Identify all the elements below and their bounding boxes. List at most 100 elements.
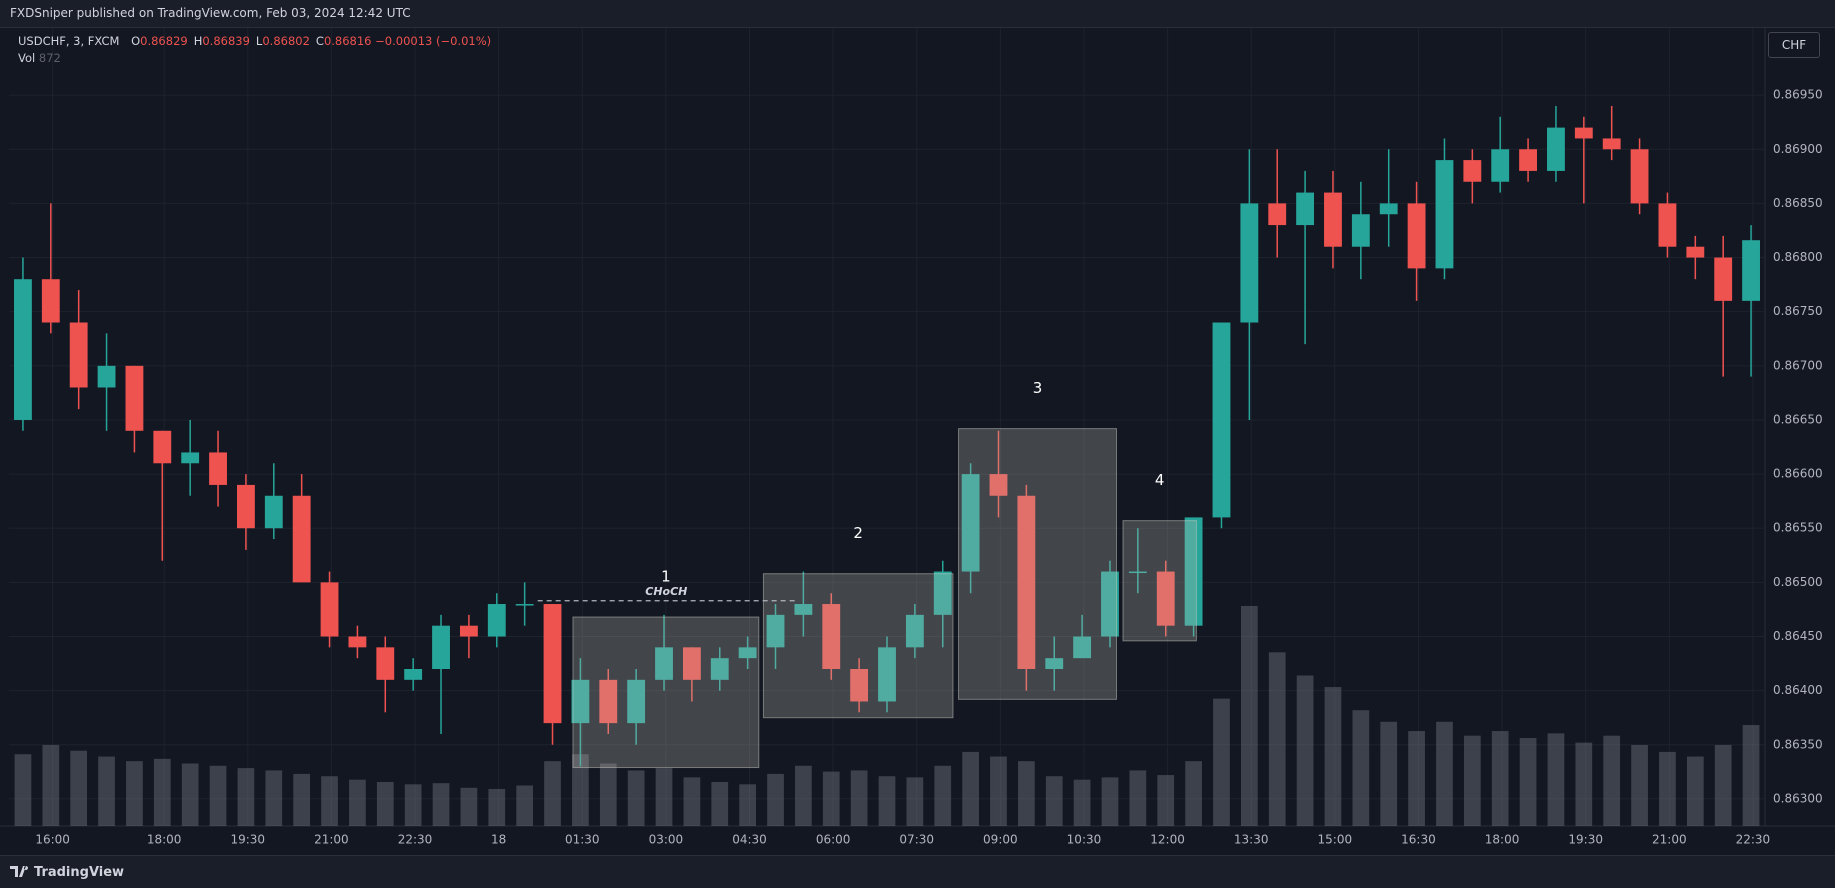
footer: TradingView [0,855,1835,888]
volume-bar [126,761,143,826]
ohlc-value: 0.86802 [262,34,310,48]
candle-body [599,679,618,724]
volume-bar [627,770,645,826]
x-tick-label: 13:30 [1234,833,1269,847]
candle-body [1212,322,1231,518]
x-tick-label: 21:00 [1652,833,1687,847]
candle-body [1602,138,1621,150]
volume-bar [237,768,255,826]
volume-bar [1240,606,1258,826]
zone-label: 3 [1033,379,1043,397]
candle-body [710,658,729,680]
candle-body [320,582,339,637]
volume-bar [572,754,589,826]
candle-body [627,679,646,724]
candle-body [264,495,283,529]
y-tick-label: 0.86300 [1773,791,1823,805]
volume-bar [1045,776,1063,826]
volume-bar [1185,761,1202,826]
volume-bar [404,784,422,826]
volume-bar [1631,744,1648,826]
candle-body [181,452,200,464]
volume-bar [460,787,478,826]
candle-body [459,625,478,637]
candle-body [1156,571,1175,626]
volume-bar [1296,675,1314,826]
volume-bar [1714,744,1732,826]
x-tick-label: 19:30 [230,833,265,847]
volume-bar [1324,687,1342,826]
volume-bar [711,782,729,826]
zone-box [572,616,760,769]
volume-bar [432,783,450,826]
legend: USDCHF, 3, FXCM O0.86829 H0.86839 L0.86802… [18,33,491,67]
volume-bar [822,771,840,826]
volume-bar [1352,710,1370,826]
y-tick-label: 0.86450 [1773,629,1823,643]
volume-bar [1268,652,1286,826]
zone-label: 1 [661,568,671,586]
volume-row: Vol 872 [18,50,491,67]
candle-body [1017,495,1036,669]
volume-bar [14,754,32,826]
zone-label: 2 [853,524,863,542]
candle-body [487,604,506,637]
volume-bar [1575,742,1593,826]
currency-button[interactable]: CHF [1768,32,1820,58]
candle-body [905,614,924,648]
volume-bar [767,773,784,826]
y-tick-label: 0.86350 [1773,737,1823,751]
ohlc-value: 0.86829 [140,34,188,48]
candle-body [682,647,701,680]
price-axis [1765,28,1835,826]
volume-bar [990,756,1007,826]
candle-body [376,647,395,680]
candle-body [125,365,144,431]
candle-body [1630,149,1649,204]
ohlc-label: C [315,34,324,48]
candle-body [850,668,869,702]
ohlc-label: O [131,34,141,48]
volume-bar [739,784,756,826]
candle-body [1714,257,1733,301]
candle-body [1547,127,1565,171]
x-tick-label: 22:30 [398,833,433,847]
candle-body [1686,246,1705,258]
volume-bar [70,750,88,826]
volume-bar [1380,721,1398,826]
symbol: USDCHF, 3, FXCM [18,34,120,48]
volume-bar [293,773,311,826]
candle-body [69,322,88,388]
candle-body [1742,240,1760,301]
volume-bar [1742,725,1760,826]
candle-body [822,604,841,669]
candle-body [961,474,980,572]
volume-bar [1547,733,1565,826]
x-tick-label: 15:00 [1318,833,1353,847]
volume-bar [209,765,227,826]
y-tick-label: 0.86650 [1773,412,1823,426]
candle-body [1184,517,1203,626]
candle-body [348,636,367,648]
candle-body [571,679,590,724]
volume-bar [42,744,60,826]
candle-body [14,279,32,420]
volume-bar [962,751,979,826]
candle-body [1463,160,1482,182]
candle-body [1240,203,1259,323]
candle-body [1128,571,1147,574]
volume-label: Vol [18,51,36,65]
x-tick-label: 03:00 [649,833,684,847]
candle-body [209,452,227,485]
candle-body [1407,203,1426,269]
candle-body [1574,127,1593,139]
x-tick-label: 18:00 [147,833,182,847]
y-tick-label: 0.86600 [1773,467,1823,481]
volume-bar [153,758,171,826]
candle-body [989,474,1008,496]
volume-bar [349,779,366,826]
candle-body [1351,214,1370,247]
ohlc-value: 0.86816 [323,34,372,48]
volume-bar [1073,779,1091,826]
